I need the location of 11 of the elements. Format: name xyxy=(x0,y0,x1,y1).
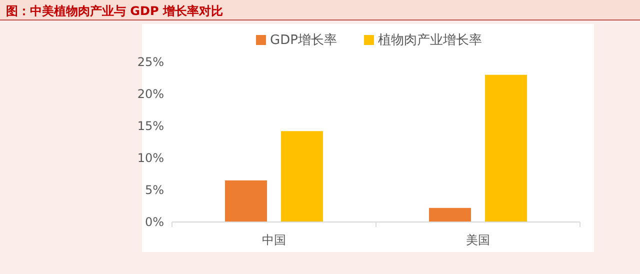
legend-label: GDP增长率 xyxy=(270,32,337,48)
y-tick-label: 15% xyxy=(137,119,164,133)
y-tick-label: 0% xyxy=(144,215,164,229)
y-tick-label: 5% xyxy=(144,183,164,197)
y-tick-label: 10% xyxy=(137,151,164,165)
x-tick-label: 美国 xyxy=(466,233,490,247)
y-tick-label: 25% xyxy=(137,55,164,69)
title: 图：中美植物肉产业与 GDP 增长率对比 xyxy=(6,4,223,18)
y-tick-label: 20% xyxy=(137,87,164,101)
x-tick-label: 中国 xyxy=(262,233,286,247)
legend-label: 植物肉产业增长率 xyxy=(378,32,482,48)
